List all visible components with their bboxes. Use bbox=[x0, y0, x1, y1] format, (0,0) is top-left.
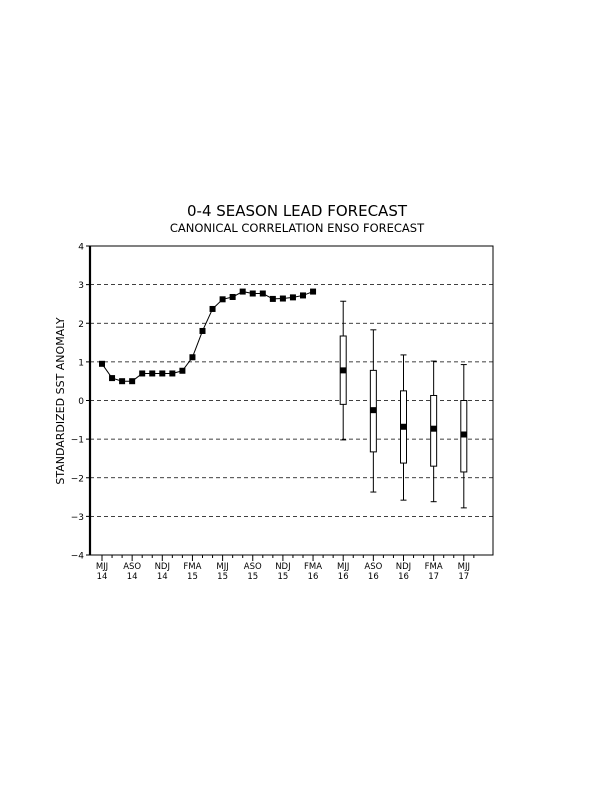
y-axis-label: STANDARDIZED SST ANOMALY bbox=[54, 317, 67, 484]
forecast-boxplot bbox=[400, 354, 407, 501]
observed-point bbox=[310, 288, 317, 295]
forecast-median bbox=[370, 407, 377, 414]
x-tick-label-year: 16 bbox=[368, 572, 379, 582]
x-tick-label-year: 14 bbox=[97, 572, 108, 582]
x-tick-label-year: 14 bbox=[127, 572, 138, 582]
y-tick-label: −3 bbox=[71, 513, 84, 523]
observed-point bbox=[199, 327, 206, 334]
observed-point bbox=[239, 288, 246, 295]
forecast-boxplot bbox=[369, 329, 377, 493]
x-tick-label-year: 15 bbox=[247, 572, 258, 582]
forecast-boxplots bbox=[339, 300, 468, 509]
forecast-median bbox=[340, 367, 347, 374]
x-tick-label-season: MJJ bbox=[96, 562, 108, 572]
observed-series bbox=[99, 288, 317, 385]
chart-title: 0-4 SEASON LEAD FORECAST bbox=[187, 202, 408, 220]
chart-subtitle: CANONICAL CORRELATION ENSO FORECAST bbox=[170, 221, 425, 235]
x-tick-label-year: 15 bbox=[187, 572, 198, 582]
x-tick-label-year: 16 bbox=[398, 572, 409, 582]
x-tick-label-season: NDJ bbox=[155, 562, 170, 572]
y-tick-label: 2 bbox=[78, 320, 84, 330]
x-tick-label-year: 15 bbox=[277, 572, 288, 582]
x-tick-label-season: FMA bbox=[183, 562, 201, 572]
x-tick-label-season: ASO bbox=[364, 562, 382, 572]
observed-point bbox=[300, 292, 306, 299]
forecast-median bbox=[430, 425, 437, 432]
observed-point bbox=[269, 295, 276, 302]
observed-point bbox=[169, 370, 176, 377]
x-tick-label-year: 15 bbox=[217, 572, 228, 582]
observed-point bbox=[189, 354, 196, 361]
y-tick-label: 0 bbox=[78, 397, 84, 407]
observed-line bbox=[101, 291, 314, 382]
x-tick-label-season: MJJ bbox=[458, 562, 470, 572]
observed-point bbox=[179, 367, 186, 374]
observed-point bbox=[229, 293, 236, 300]
axes bbox=[86, 245, 494, 561]
tick-labels: −4−3−2−101234MJJ14ASO14NDJ14FMA15MJJ15AS… bbox=[71, 243, 470, 583]
x-tick-label-year: 17 bbox=[428, 572, 439, 582]
x-tick-label-season: MJJ bbox=[216, 562, 228, 572]
observed-point bbox=[159, 370, 166, 377]
observed-point bbox=[129, 378, 136, 385]
observed-point bbox=[279, 295, 286, 302]
observed-point bbox=[109, 375, 116, 382]
x-tick-label-year: 14 bbox=[157, 572, 168, 582]
observed-point bbox=[289, 294, 296, 301]
forecast-median bbox=[400, 423, 407, 430]
forecast-boxplot bbox=[339, 300, 347, 441]
forecast-median bbox=[460, 431, 467, 438]
observed-point bbox=[149, 370, 156, 377]
y-tick-label: 4 bbox=[78, 243, 84, 253]
observed-point bbox=[119, 378, 126, 385]
x-tick-label-season: MJJ bbox=[337, 562, 349, 572]
x-tick-label-season: NDJ bbox=[396, 562, 411, 572]
observed-point bbox=[249, 290, 256, 297]
x-tick-label-season: FMA bbox=[304, 562, 322, 572]
observed-point bbox=[259, 290, 266, 297]
x-tick-label-season: FMA bbox=[425, 562, 443, 572]
x-tick-label-season: NDJ bbox=[275, 562, 290, 572]
observed-point bbox=[209, 305, 216, 312]
x-tick-label-season: ASO bbox=[244, 562, 262, 572]
forecast-boxplot bbox=[460, 364, 468, 509]
observed-point bbox=[139, 370, 146, 377]
x-tick-label-season: ASO bbox=[123, 562, 141, 572]
x-tick-label-year: 16 bbox=[338, 572, 349, 582]
y-tick-label: 3 bbox=[78, 281, 84, 291]
y-tick-label: −4 bbox=[71, 552, 85, 562]
y-tick-label: −2 bbox=[71, 474, 84, 484]
y-tick-label: 1 bbox=[78, 358, 84, 368]
y-tick-label: −1 bbox=[71, 436, 84, 446]
observed-point bbox=[99, 360, 105, 367]
observed-point bbox=[219, 296, 226, 303]
x-tick-label-year: 16 bbox=[308, 572, 319, 582]
forecast-boxplot bbox=[430, 360, 438, 503]
x-tick-label-year: 17 bbox=[458, 572, 469, 582]
